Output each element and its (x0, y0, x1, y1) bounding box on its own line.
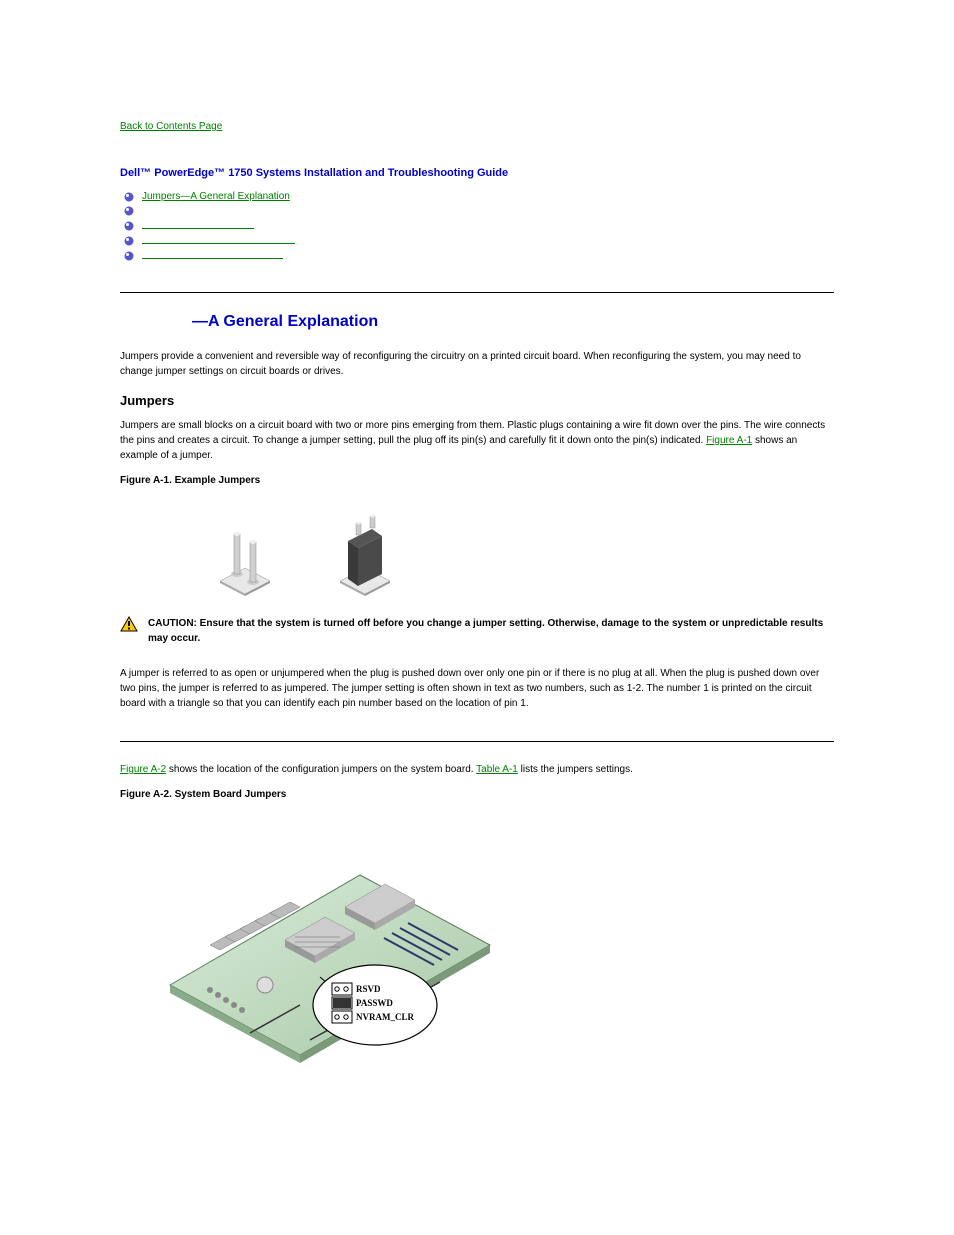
section-title-text: —A General Explanation (192, 313, 378, 330)
caution-icon (120, 616, 138, 632)
toc-item: Jumpers—A General Explanation (124, 191, 834, 202)
table-of-contents: Jumpers—A General Explanation (120, 191, 834, 262)
system-board-svg: RSVD PASSWD NVRAM_CLR (140, 815, 500, 1095)
paragraph: A jumper is referred to as open or unjum… (120, 666, 834, 711)
caution-block: CAUTION: Ensure that the system is turne… (120, 616, 834, 646)
back-to-contents-link[interactable]: Back to Contents Page (120, 121, 222, 132)
bullet-icon (124, 251, 134, 261)
toc-blank-line (142, 234, 295, 244)
bullet-icon (124, 206, 134, 216)
toc-link-text: Jumpers (142, 191, 180, 202)
paragraph: Jumpers provide a convenient and reversi… (120, 349, 834, 379)
jumper-closed-illustration (330, 506, 400, 596)
toc-link-system-board-connectors[interactable] (142, 219, 254, 232)
bullet-icon (124, 192, 134, 202)
toc-item (124, 204, 834, 217)
toc-link-jumpers-explanation[interactable]: Jumpers—A General Explanation (142, 191, 290, 202)
figure-a2-system-board: RSVD PASSWD NVRAM_CLR (140, 815, 834, 1098)
toc-link-expansion-card[interactable] (142, 234, 295, 247)
paragraph-text: shows the location of the configuration … (166, 764, 476, 775)
page-container: Back to Contents Page Dell™ PowerEdge™ 1… (0, 0, 954, 1153)
jumper-open-svg (210, 506, 280, 596)
figure-a2-link[interactable]: Figure A-2 (120, 764, 166, 775)
subsection-title-jumpers: Jumpers (120, 393, 834, 408)
jumper-closed-svg (330, 506, 400, 596)
jumper-label-nvram: NVRAM_CLR (356, 1012, 414, 1022)
table-a1-link[interactable]: Table A-1 (476, 764, 518, 775)
section-divider (120, 741, 834, 742)
caution-label: CAUTION: (148, 618, 200, 629)
toc-item (124, 219, 834, 232)
paragraph: Jumpers are small blocks on a circuit bo… (120, 418, 834, 463)
figure-a2-label: Figure A-2. System Board Jumpers (120, 789, 834, 800)
jumper-open-illustration (210, 506, 280, 596)
document-title: Dell™ PowerEdge™ 1750 Systems Installati… (120, 167, 834, 179)
caution-message: Ensure that the system is turned off bef… (148, 618, 823, 644)
section-divider (120, 292, 834, 293)
figure-a1-link[interactable]: Figure A-1 (706, 435, 752, 446)
toc-item (124, 249, 834, 262)
jumper-label-rsvd: RSVD (356, 984, 381, 994)
section-title-jumpers-explanation: Jumpers—A General Explanation (192, 313, 834, 331)
toc-link-text: —A General Explanation (180, 191, 290, 202)
figure-a1-label: Figure A-1. Example Jumpers (120, 475, 834, 486)
toc-blank-line (142, 219, 254, 229)
figure-a1-jumper-example (210, 506, 834, 596)
paragraph: Figure A-2 shows the location of the con… (120, 762, 834, 777)
bullet-icon (124, 236, 134, 246)
jumper-label-passwd: PASSWD (356, 998, 393, 1008)
toc-item (124, 234, 834, 247)
toc-blank-line (142, 249, 283, 259)
bullet-icon (124, 221, 134, 231)
caution-text: CAUTION: Ensure that the system is turne… (148, 616, 834, 646)
paragraph-text: lists the jumpers settings. (518, 764, 633, 775)
toc-link-disabling-password[interactable] (142, 249, 283, 262)
